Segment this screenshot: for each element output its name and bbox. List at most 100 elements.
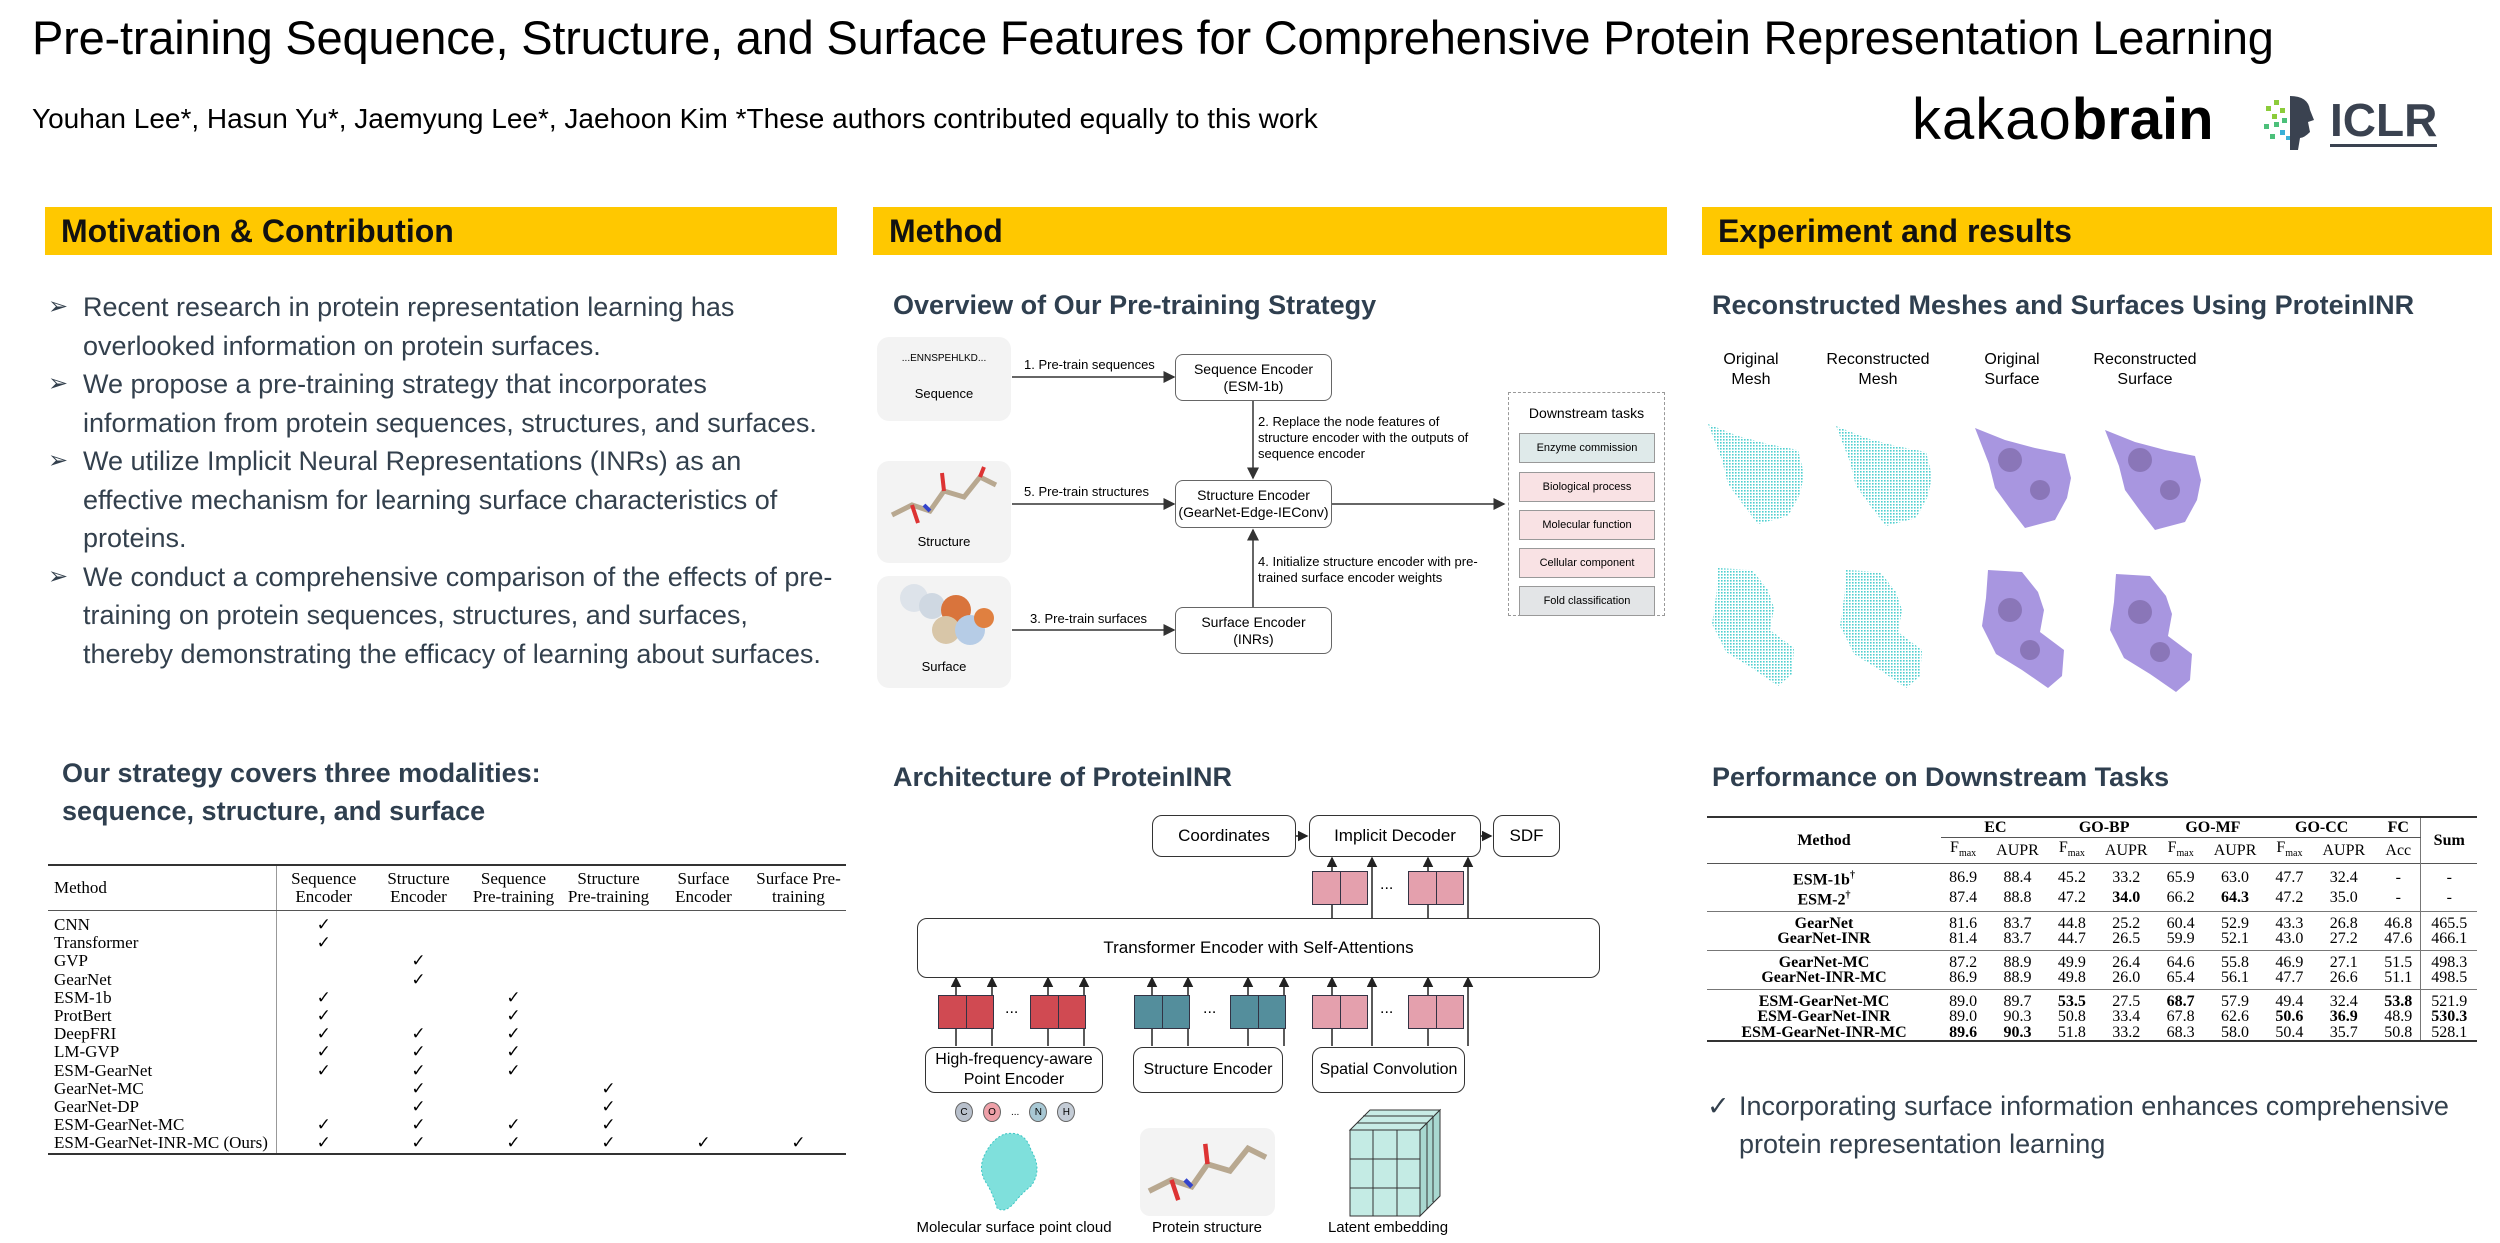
table-row: GVP ✓ <box>48 952 846 971</box>
empty-cell <box>466 1098 561 1116</box>
value-cell: 65.9 <box>2166 869 2195 887</box>
authors: Youhan Lee*, Hasun Yu*, Jaemyung Lee*, J… <box>32 103 1318 134</box>
value-cell: 36.9 <box>2329 1008 2358 1026</box>
check-icon: ✓ <box>411 1115 426 1135</box>
value-cell: - <box>2376 888 2421 912</box>
check-icon: ✓ <box>316 915 331 934</box>
reconstruction-images <box>1708 424 2201 692</box>
atom-n-icon: N <box>1029 1102 1048 1122</box>
step-5-label: 5. Pre-train structures <box>1024 484 1149 499</box>
method-cell: GearNet-MC <box>1778 953 1870 971</box>
original-mesh-1 <box>1708 424 1804 524</box>
point-encoder-box: High-frequency-aware Point Encoder <box>925 1047 1103 1093</box>
method-cell: GVP <box>48 952 277 971</box>
caption-protein-structure: Protein structure <box>1151 1219 1263 1236</box>
atom-tokens: C O ... N H <box>955 1102 1076 1122</box>
empty-cell <box>561 934 656 952</box>
empty-cell <box>656 1080 751 1098</box>
atom-c-icon: C <box>955 1102 973 1122</box>
value-cell: 25.2 <box>2112 914 2141 932</box>
method-cell: ESM-1b† <box>1793 870 1855 889</box>
ellipsis: ... <box>1011 1106 1020 1118</box>
value-cell: 43.0 <box>2267 931 2312 951</box>
original-mesh-2 <box>1712 568 1794 686</box>
check-icon: ✓ <box>506 987 521 1007</box>
method-cell: GearNet-INR <box>1707 931 1941 951</box>
value-cell: 49.4 <box>2275 992 2304 1010</box>
section-header-method: Method <box>873 207 1667 255</box>
value-cell: 34.0 <box>2094 888 2159 912</box>
value-cell: 46.8 <box>2384 914 2413 932</box>
iclr-wordmark: ICLR <box>2330 94 2438 147</box>
value-cell: 53.8 <box>2384 992 2413 1010</box>
empty-cell <box>751 934 846 952</box>
value-cell: 498.5 <box>2420 970 2477 990</box>
modalities-table: Method Sequence Encoder Structure Encoder S… <box>48 864 846 1155</box>
poster-title: Pre-training Sequence, Structure, and Su… <box>32 11 2274 64</box>
check-icon: ✓ <box>411 1078 426 1098</box>
aupr-header: AUPR <box>2213 842 2257 860</box>
check-icon: ✓ <box>601 1078 616 1098</box>
method-cell: ESM-GearNet-INR-MC (Ours) <box>48 1134 277 1154</box>
arrowhead-icon: ➢ <box>48 447 69 474</box>
table-row: LM-GVP ✓ ✓ ✓ <box>48 1042 846 1062</box>
structure-label: Structure <box>917 534 971 549</box>
arrowhead-icon: ➢ <box>48 370 69 397</box>
reconstruction-title: Reconstructed Meshes and Surfaces Using … <box>1712 290 2415 320</box>
value-cell: 528.1 <box>2420 1025 2477 1042</box>
arrowhead-icon: ➢ <box>48 293 69 320</box>
column-header: Structure Pre-training <box>561 865 656 911</box>
value-cell: - <box>2420 888 2477 912</box>
latent-token-block <box>1408 995 1464 1029</box>
value-cell: 88.9 <box>2003 953 2032 971</box>
method-cell: ESM-GearNet <box>48 1061 277 1080</box>
method-cell: ESM-GearNet-INR-MC <box>1741 1023 1907 1041</box>
value-cell: 33.4 <box>2112 1008 2141 1026</box>
value-cell: 60.4 <box>2166 914 2195 932</box>
value-cell: 59.9 <box>2158 931 2203 951</box>
empty-cell <box>751 1007 846 1025</box>
value-cell: 26.0 <box>2094 970 2159 990</box>
value-cell: 32.4 <box>2329 869 2358 887</box>
empty-cell <box>656 1062 751 1080</box>
value-cell: 52.9 <box>2221 914 2250 932</box>
column-header: Method <box>48 865 277 911</box>
original-surface-1 <box>1975 428 2071 528</box>
structure-token-block <box>1230 995 1286 1029</box>
table-row: ESM-1b ✓ ✓ <box>48 987 846 1008</box>
value-cell: 90.3 <box>2003 1023 2032 1041</box>
empty-cell <box>561 1007 656 1025</box>
empty-cell <box>751 1116 846 1134</box>
value-cell: 27.2 <box>2311 931 2377 951</box>
aupr-header: AUPR <box>2104 842 2148 860</box>
value-cell: 64.6 <box>2166 953 2195 971</box>
empty-cell <box>656 989 751 1007</box>
method-cell: ESM-GearNet-INR <box>1757 1008 1891 1026</box>
reconstructed-mesh-1 <box>1836 426 1932 526</box>
value-cell: 81.6 <box>1949 914 1978 932</box>
step-2-label: 2. Replace the node features of structur… <box>1258 414 1469 461</box>
check-icon: ✓ <box>411 1042 426 1062</box>
column-header: Structure Encoder <box>371 865 466 911</box>
empty-cell <box>561 1043 656 1061</box>
transformer-encoder-box: Transformer Encoder with Self-Attentions <box>917 918 1600 978</box>
value-cell: 52.1 <box>2202 931 2268 951</box>
bullet-item: ➢ We conduct a comprehensive comparison o… <box>48 558 838 674</box>
method-cell: ESM-1b <box>48 988 277 1008</box>
group-header: Sum <box>2433 832 2465 850</box>
latent-token-block <box>1312 871 1368 905</box>
value-cell: 58.0 <box>2221 1023 2250 1041</box>
empty-cell <box>466 1080 561 1098</box>
empty-cell <box>751 1080 846 1098</box>
value-cell: 43.3 <box>2275 914 2304 932</box>
structure-encoder-box: Structure Encoder (GearNet-Edge-IEConv) <box>1175 480 1332 528</box>
check-icon: ✓ <box>1707 1091 1730 1121</box>
method-cell: Transformer <box>48 934 277 953</box>
reconstructed-surface-1 <box>2105 430 2201 530</box>
reconstructed-surface-2 <box>2110 574 2192 692</box>
method-cell: GearNet <box>48 970 277 989</box>
value-cell: 530.3 <box>2420 1009 2477 1025</box>
value-cell: 521.9 <box>2420 989 2477 1010</box>
surface-label: Surface <box>921 659 967 674</box>
structure-token-block <box>1134 995 1190 1029</box>
